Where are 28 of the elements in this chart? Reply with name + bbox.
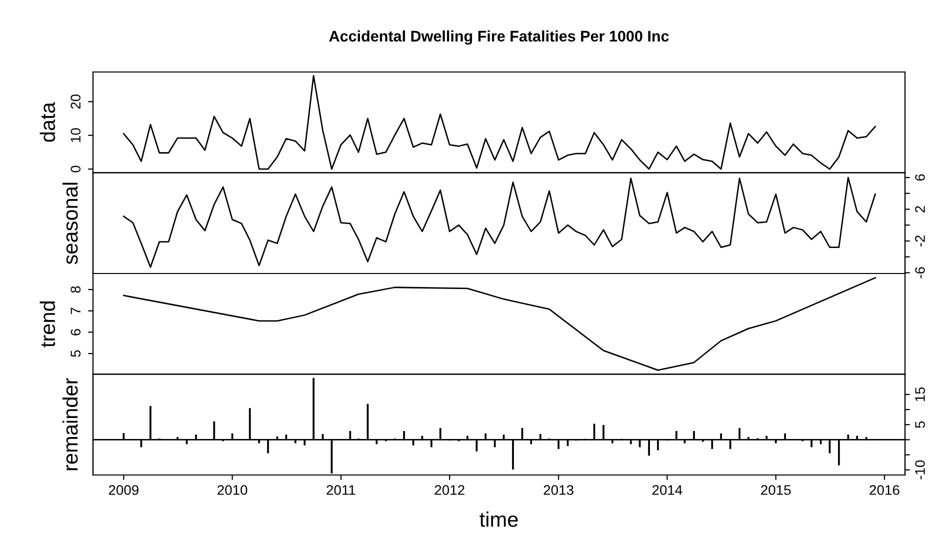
y-tick-label: 6 (70, 328, 81, 336)
x-axis-title: time (480, 512, 518, 527)
y-axis-title: remainder (62, 378, 78, 470)
x-tick-label: 2011 (326, 485, 356, 495)
y-tick-label: 10 (70, 128, 81, 142)
y2-tick-label: -10 (915, 460, 925, 480)
y2-tick-label: -6 (915, 267, 925, 278)
y2-tick-label: 6 (915, 174, 925, 181)
y-tick-label: 0 (70, 166, 81, 172)
x-tick-label: 2016 (870, 485, 900, 495)
x-tick-label: 2013 (544, 485, 574, 495)
y-axis-title: seasonal (62, 182, 78, 264)
y-axis-title: trend (40, 301, 56, 348)
x-tick-label: 2014 (652, 485, 682, 495)
x-tick-label: 2009 (108, 485, 138, 495)
y2-tick-label: 5 (915, 421, 925, 428)
y-axis-title: data (40, 102, 56, 142)
y2-tick-label: -2 (915, 235, 925, 247)
y-tick-label: 7 (70, 308, 80, 314)
y-tick-label: 20 (70, 94, 81, 109)
chart-title: Accidental Dwelling Fire Fatalities Per 1000 Inc (329, 30, 669, 45)
x-tick-label: 2012 (434, 485, 464, 495)
y-tick-label: 8 (70, 286, 81, 293)
x-tick-label: 2015 (761, 485, 791, 495)
x-tick-label: 2010 (218, 485, 248, 495)
y2-tick-label: 2 (915, 206, 925, 212)
y-tick-label: 5 (70, 350, 81, 357)
y2-tick-label: 15 (915, 387, 925, 402)
